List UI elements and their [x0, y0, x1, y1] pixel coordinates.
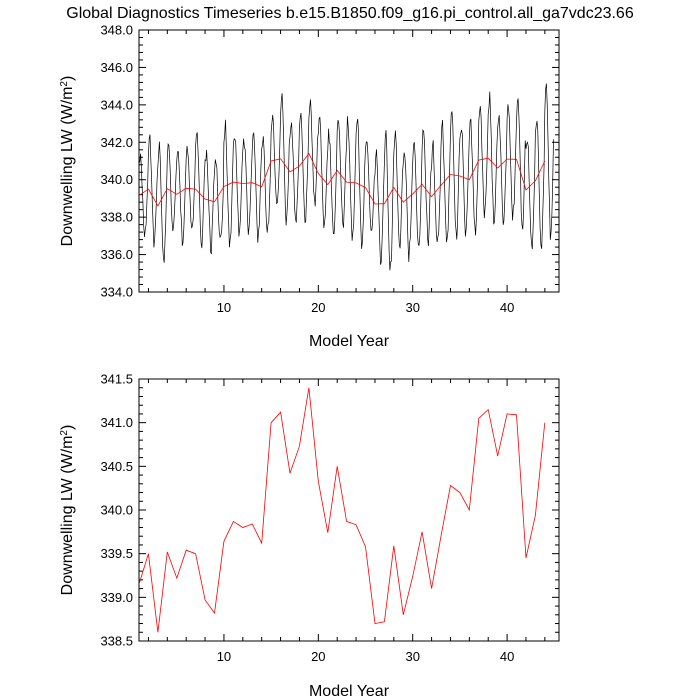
x-axis-label: Model Year: [309, 333, 390, 350]
x-axis-label: Model Year: [309, 683, 390, 700]
bottom-panel: 338.5 339.0 339.5 340.0 340.5 341.0 341.5 10 20 3…: [59, 372, 560, 700]
x-tick-label: 10: [217, 649, 231, 664]
x-tick-label: 10: [217, 300, 231, 315]
plot-frame: [138, 29, 560, 293]
x-tick-label: 30: [405, 300, 419, 315]
y-tick-label: 339.5: [100, 546, 133, 561]
monthly-series-line: [139, 83, 554, 271]
y-tick-label: 336.0: [100, 247, 133, 262]
annual-series-line: [139, 387, 546, 633]
y-axis-label-close: ): [59, 425, 76, 430]
y-tick-label: 348.0: [100, 23, 133, 38]
y-tick-label: 341.0: [100, 415, 133, 430]
top-panel: 334.0 336.0 338.0 340.0 342.0 344.0 346.0 348.0…: [59, 23, 560, 350]
x-tick-label: 20: [311, 649, 325, 664]
y-tick-label: 341.5: [100, 372, 133, 387]
annual-series-line: [139, 152, 546, 207]
y-tick-label: 346.0: [100, 60, 133, 75]
x-tick-label: 40: [500, 300, 514, 315]
y-tick-label: 342.0: [100, 135, 133, 150]
plot-frame: [138, 378, 560, 642]
y-tick-label: 344.0: [100, 97, 133, 112]
y-tick-label: 340.0: [100, 172, 133, 187]
y-axis-label: Downwelling LW (W/m2): [59, 76, 77, 247]
y-tick-label: 339.0: [100, 590, 133, 605]
y-tick-label: 334.0: [100, 285, 133, 300]
y-axis-label: Downwelling LW (W/m2): [59, 425, 77, 596]
y-tick-label: 340.5: [100, 459, 133, 474]
y-axis-label-close: ): [59, 76, 76, 81]
y-tick-label: 340.0: [100, 503, 133, 518]
y-tick-label: 338.5: [100, 634, 133, 649]
y-tick-label: 338.0: [100, 210, 133, 225]
chart-title: Global Diagnostics Timeseries b.e15.B185…: [66, 5, 634, 22]
x-tick-label: 40: [500, 649, 514, 664]
x-tick-label: 20: [311, 300, 325, 315]
y-axis-label-superscript: 2: [59, 430, 70, 436]
y-axis-label-superscript: 2: [59, 81, 70, 87]
x-tick-label: 30: [405, 649, 419, 664]
